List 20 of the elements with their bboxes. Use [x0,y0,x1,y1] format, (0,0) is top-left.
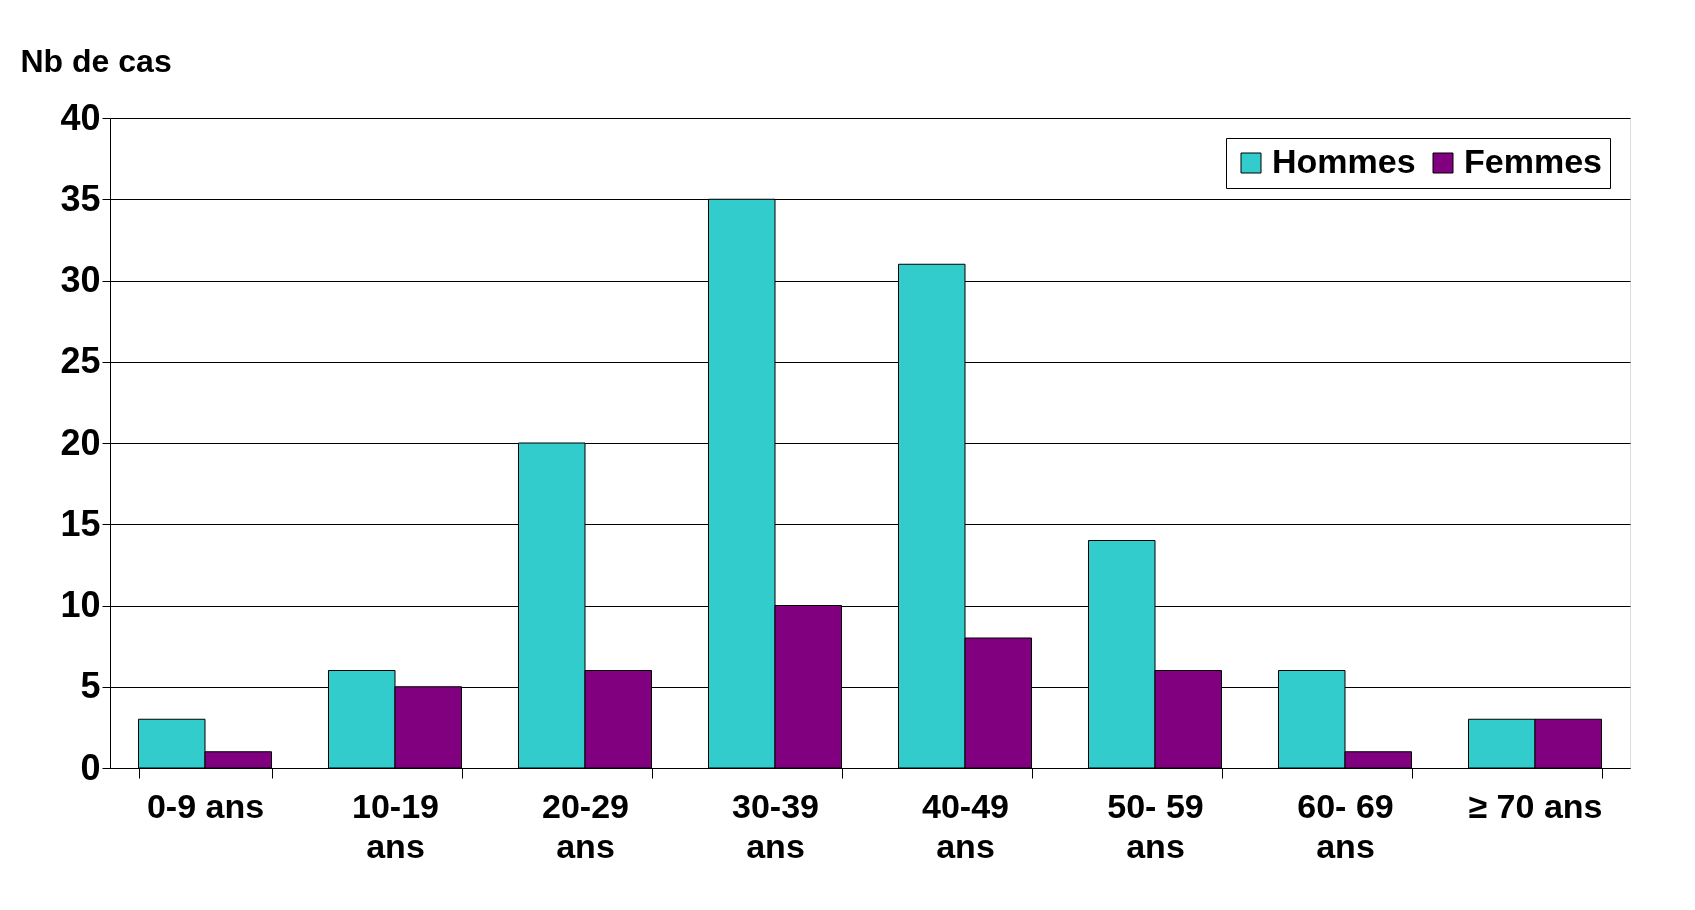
y-tick-label: 25 [60,340,101,382]
x-tick-label: 40-49 ans [922,786,1009,865]
y-tick-label: 35 [60,177,101,219]
y-tick-label: 10 [60,584,101,625]
y-axis-title: Nb de cas [20,42,172,79]
legend-label: Hommes [1272,142,1416,180]
x-tick-label: 30-39 ans [732,786,819,865]
y-tick-label: 30 [60,259,101,300]
x-tick-label: 50- 59 ans [1107,786,1204,865]
y-tick-label: 0 [80,746,101,788]
x-tick-label: 0-9 ans [146,786,265,825]
x-tick-label: 20-29 ans [542,786,629,865]
x-tick-label: 60- 69 ans [1297,786,1394,865]
x-tick-label: 10-19 ans [352,786,439,865]
x-tick-label: ≥ 70 ans [1468,786,1603,825]
y-tick-label: 5 [80,665,101,707]
y-tick-label: 20 [60,421,101,463]
y-tick-label: 40 [60,96,101,138]
y-tick-label: 15 [60,502,101,544]
legend-label: Femmes [1464,142,1602,180]
